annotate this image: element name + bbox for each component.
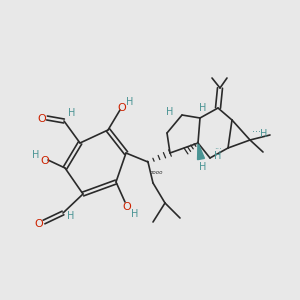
Text: O: O [38, 114, 46, 124]
Text: H: H [32, 150, 40, 160]
Text: H: H [214, 151, 222, 161]
Text: ···: ··· [252, 127, 261, 137]
Text: H: H [126, 97, 134, 107]
Polygon shape [198, 143, 204, 160]
Text: O: O [123, 202, 131, 212]
Text: ···: ··· [214, 146, 222, 154]
Text: H: H [166, 107, 174, 117]
Text: O: O [40, 156, 50, 166]
Text: H: H [68, 108, 76, 118]
Text: H: H [260, 129, 268, 139]
Text: oooo: oooo [150, 169, 164, 175]
Text: H: H [199, 162, 207, 172]
Text: H: H [199, 103, 207, 113]
Text: H: H [131, 209, 139, 219]
Text: H: H [67, 211, 75, 221]
Text: O: O [34, 219, 43, 229]
Text: O: O [118, 103, 126, 113]
